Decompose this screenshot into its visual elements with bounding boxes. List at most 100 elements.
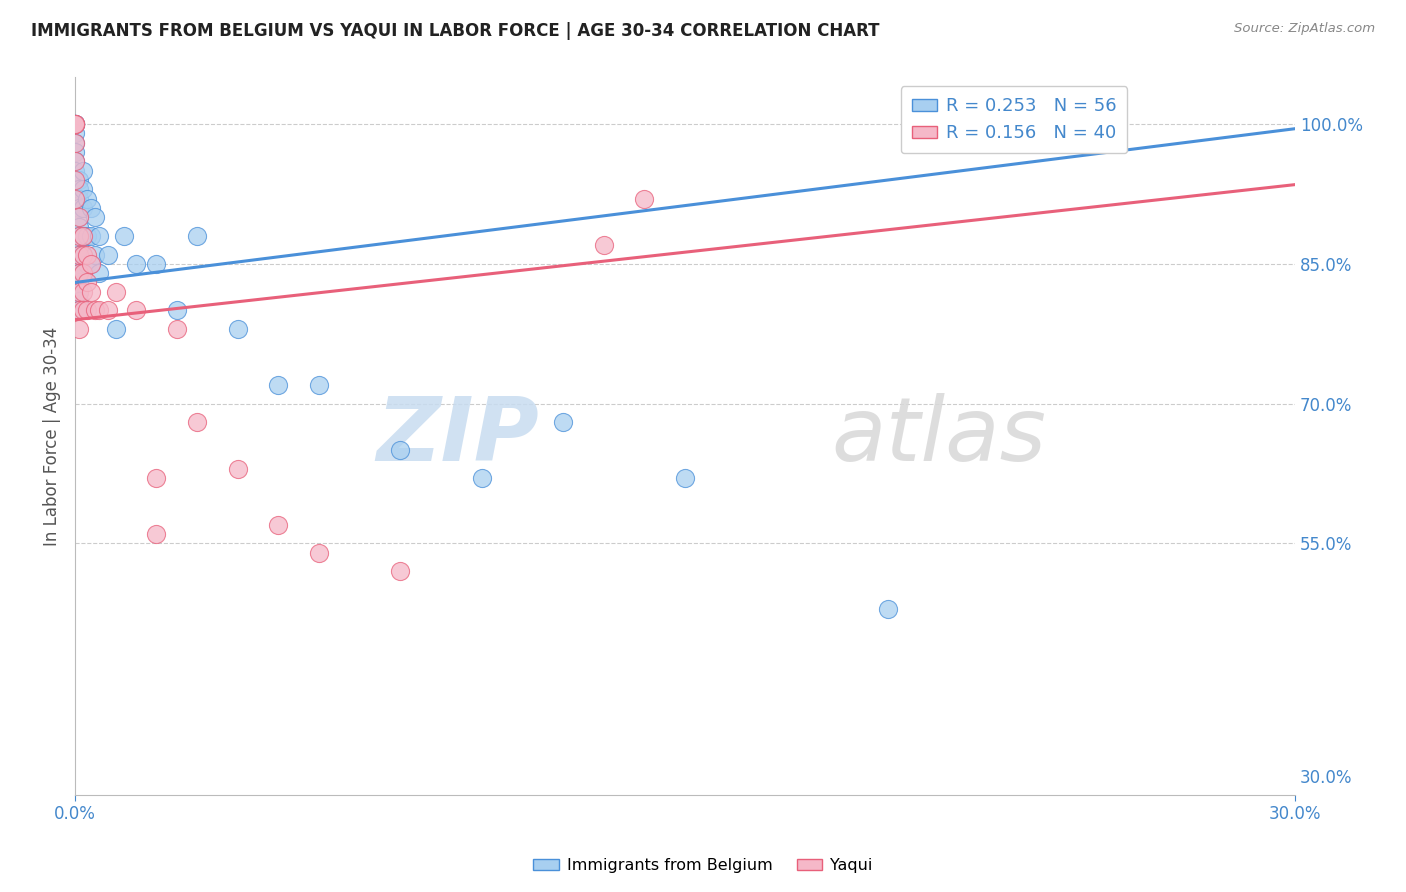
Point — [76, 228, 98, 243]
Point — [633, 192, 655, 206]
Point — [72, 247, 94, 261]
Point — [67, 322, 90, 336]
Point — [673, 471, 696, 485]
Point — [67, 257, 90, 271]
Point — [72, 266, 94, 280]
Point — [226, 322, 249, 336]
Point — [67, 294, 90, 309]
Point — [389, 565, 412, 579]
Point — [80, 257, 103, 271]
Point — [104, 285, 127, 299]
Point — [67, 303, 90, 318]
Point — [551, 415, 574, 429]
Point — [63, 127, 86, 141]
Point — [67, 303, 90, 318]
Point — [72, 228, 94, 243]
Point — [67, 285, 90, 299]
Point — [267, 517, 290, 532]
Point — [63, 117, 86, 131]
Point — [72, 201, 94, 215]
Point — [63, 117, 86, 131]
Point — [186, 228, 208, 243]
Point — [67, 211, 90, 225]
Point — [63, 117, 86, 131]
Point — [63, 117, 86, 131]
Point — [63, 163, 86, 178]
Point — [89, 228, 111, 243]
Point — [145, 471, 167, 485]
Point — [96, 303, 118, 318]
Point — [186, 415, 208, 429]
Point — [67, 173, 90, 187]
Point — [72, 285, 94, 299]
Point — [72, 163, 94, 178]
Point — [67, 266, 90, 280]
Point — [67, 238, 90, 252]
Point — [63, 154, 86, 169]
Point — [145, 257, 167, 271]
Point — [166, 303, 188, 318]
Point — [63, 117, 86, 131]
Point — [72, 182, 94, 196]
Point — [67, 211, 90, 225]
Point — [125, 303, 148, 318]
Point — [80, 201, 103, 215]
Legend: R = 0.253   N = 56, R = 0.156   N = 40: R = 0.253 N = 56, R = 0.156 N = 40 — [901, 87, 1128, 153]
Text: atlas: atlas — [831, 393, 1046, 479]
Point — [67, 247, 90, 261]
Point — [145, 527, 167, 541]
Point — [84, 303, 107, 318]
Point — [389, 443, 412, 458]
Point — [67, 192, 90, 206]
Text: ZIP: ZIP — [375, 392, 538, 480]
Point — [67, 201, 90, 215]
Point — [76, 247, 98, 261]
Point — [471, 471, 494, 485]
Point — [67, 276, 90, 290]
Point — [63, 117, 86, 131]
Point — [72, 247, 94, 261]
Point — [63, 173, 86, 187]
Point — [104, 322, 127, 336]
Point — [63, 154, 86, 169]
Point — [67, 247, 90, 261]
Point — [72, 266, 94, 280]
Point — [112, 228, 135, 243]
Point — [63, 192, 86, 206]
Point — [96, 247, 118, 261]
Text: Source: ZipAtlas.com: Source: ZipAtlas.com — [1234, 22, 1375, 36]
Point — [63, 145, 86, 159]
Point — [67, 182, 90, 196]
Point — [267, 378, 290, 392]
Point — [76, 257, 98, 271]
Point — [67, 219, 90, 234]
Point — [72, 228, 94, 243]
Point — [89, 303, 111, 318]
Point — [63, 136, 86, 150]
Point — [67, 266, 90, 280]
Point — [80, 285, 103, 299]
Point — [592, 238, 614, 252]
Point — [308, 378, 330, 392]
Point — [166, 322, 188, 336]
Point — [63, 136, 86, 150]
Point — [76, 276, 98, 290]
Point — [76, 303, 98, 318]
Point — [72, 303, 94, 318]
Point — [84, 247, 107, 261]
Point — [63, 117, 86, 131]
Point — [76, 192, 98, 206]
Point — [84, 211, 107, 225]
Point — [80, 228, 103, 243]
Point — [308, 546, 330, 560]
Point — [89, 266, 111, 280]
Point — [63, 117, 86, 131]
Point — [125, 257, 148, 271]
Point — [67, 228, 90, 243]
Point — [67, 228, 90, 243]
Legend: Immigrants from Belgium, Yaqui: Immigrants from Belgium, Yaqui — [527, 852, 879, 880]
Point — [67, 285, 90, 299]
Point — [226, 462, 249, 476]
Text: IMMIGRANTS FROM BELGIUM VS YAQUI IN LABOR FORCE | AGE 30-34 CORRELATION CHART: IMMIGRANTS FROM BELGIUM VS YAQUI IN LABO… — [31, 22, 879, 40]
Y-axis label: In Labor Force | Age 30-34: In Labor Force | Age 30-34 — [44, 326, 60, 546]
